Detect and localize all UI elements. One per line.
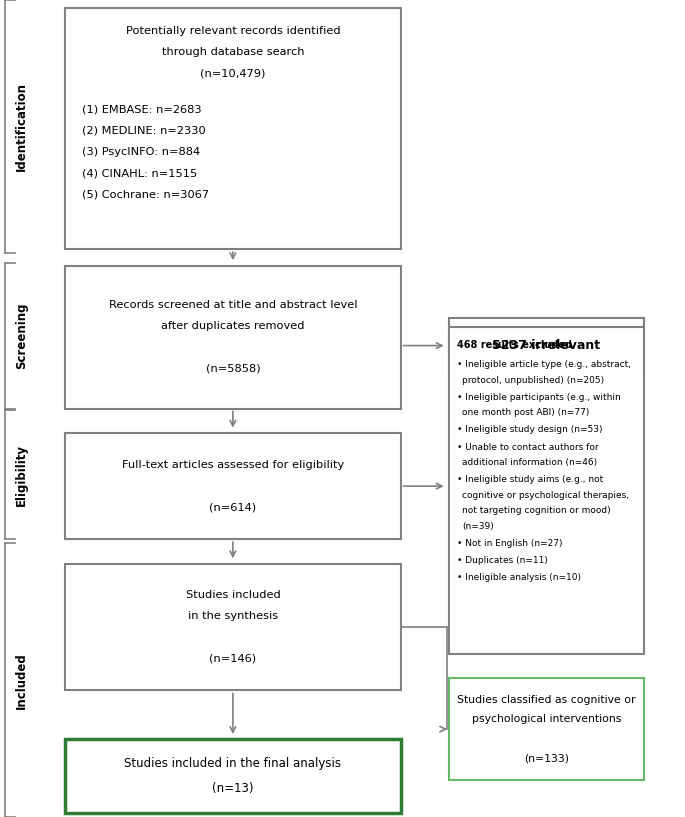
Text: (2) MEDLINE: n=2330: (2) MEDLINE: n=2330 <box>82 126 206 136</box>
Text: (n=133): (n=133) <box>524 753 569 764</box>
Text: Potentially relevant records identified: Potentially relevant records identified <box>125 26 340 36</box>
Text: (4) CINAHL: n=1515: (4) CINAHL: n=1515 <box>82 168 197 178</box>
Text: • Not in English (n=27): • Not in English (n=27) <box>457 539 562 548</box>
Bar <box>449 327 644 654</box>
Text: (n=10,479): (n=10,479) <box>200 69 266 78</box>
Text: • Unable to contact authors for: • Unable to contact authors for <box>457 443 599 452</box>
Bar <box>65 8 401 249</box>
Text: Identification: Identification <box>15 83 27 171</box>
Text: in the synthesis: in the synthesis <box>188 611 278 622</box>
Text: 5237 irrelevant: 5237 irrelevant <box>493 339 600 352</box>
Bar <box>65 266 401 408</box>
Text: (n=614): (n=614) <box>210 502 256 512</box>
Text: Studies included: Studies included <box>186 590 280 600</box>
Text: (n=5858): (n=5858) <box>206 364 260 374</box>
Text: Full-text articles assessed for eligibility: Full-text articles assessed for eligibil… <box>122 460 344 470</box>
Bar <box>65 433 401 539</box>
Text: Records screened at title and abstract level: Records screened at title and abstract l… <box>109 300 357 310</box>
Text: one month post ABI) (n=77): one month post ABI) (n=77) <box>462 408 590 417</box>
Text: not targeting cognition or mood): not targeting cognition or mood) <box>462 507 611 516</box>
Text: Included: Included <box>15 652 27 708</box>
Text: (n=146): (n=146) <box>210 654 256 664</box>
Text: • Ineligible analysis (n=10): • Ineligible analysis (n=10) <box>457 574 581 583</box>
Text: • Ineligible article type (e.g., abstract,: • Ineligible article type (e.g., abstrac… <box>457 360 631 369</box>
Text: • Duplicates (n=11): • Duplicates (n=11) <box>457 556 548 565</box>
Text: Eligibility: Eligibility <box>15 444 27 506</box>
Bar <box>65 739 401 813</box>
Text: (n=39): (n=39) <box>462 522 494 531</box>
Text: additional information (n=46): additional information (n=46) <box>462 458 597 467</box>
Text: protocol, unpublished) (n=205): protocol, unpublished) (n=205) <box>462 376 604 385</box>
Text: cognitive or psychological therapies,: cognitive or psychological therapies, <box>462 491 630 500</box>
Text: • Ineligible study design (n=53): • Ineligible study design (n=53) <box>457 426 602 435</box>
Text: Screening: Screening <box>15 302 27 369</box>
Bar <box>65 564 401 690</box>
Text: • Ineligible participants (e.g., within: • Ineligible participants (e.g., within <box>457 393 621 402</box>
Text: after duplicates removed: after duplicates removed <box>161 321 305 332</box>
Text: (5) Cochrane: n=3067: (5) Cochrane: n=3067 <box>82 190 210 199</box>
Text: Studies classified as cognitive or: Studies classified as cognitive or <box>457 694 636 705</box>
Text: through database search: through database search <box>162 47 304 57</box>
Bar <box>449 318 644 373</box>
Text: 468 results excluded: 468 results excluded <box>457 340 572 350</box>
Text: (3) PsycINFO: n=884: (3) PsycINFO: n=884 <box>82 147 200 157</box>
Text: (1) EMBASE: n=2683: (1) EMBASE: n=2683 <box>82 105 202 114</box>
Bar <box>449 678 644 780</box>
Text: Studies included in the final analysis: Studies included in the final analysis <box>125 757 341 770</box>
Text: • Ineligible study aims (e.g., not: • Ineligible study aims (e.g., not <box>457 475 603 484</box>
Text: psychological interventions: psychological interventions <box>471 714 621 725</box>
Text: (n=13): (n=13) <box>212 782 253 795</box>
